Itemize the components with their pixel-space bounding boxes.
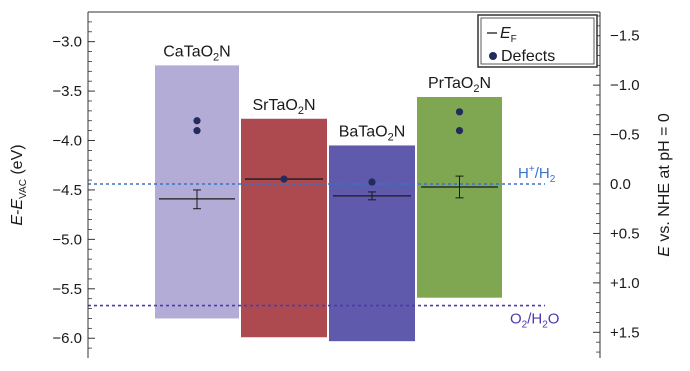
reference-lines-group: H+/H2 O2/H2O [88,164,559,331]
right-axis-label: E vs. NHE at pH = 0 [656,113,673,257]
legend-fermi-label: EF [500,25,517,45]
defect-dot-catao-0 [193,117,201,125]
legend-defect-marker [489,52,497,60]
right-tick-label-2: −0.5 [610,127,640,144]
left-axis-label: E-EVAC (eV) [9,144,29,225]
right-tick-label-5: +1.0 [610,275,640,292]
defect-dot-prtao-1 [455,127,464,135]
right-tick-label-3: 0.0 [610,176,631,193]
right-tick-label-6: +1.5 [610,324,640,341]
band-label-srtao: SrTaO2N [252,97,315,117]
reference-label-0: H+/H2 [518,164,556,185]
band-srtao-rect [241,118,327,338]
marks-group: CaTaO2N SrTaO2N BaTaO2N PrTaO2N [159,43,498,210]
band-label-catao: CaTaO2N [163,43,230,63]
left-tick-label-1: −3.5 [52,83,82,100]
left-tick-label-3: −4.5 [52,182,82,199]
band-label-batao: BaTaO2N [339,123,406,143]
legend: EF Defects [477,14,598,68]
axes-group: −3.0 −3.5 −4.0 −4.5 −5.0 −5.5 −6.0 −1.5 −1.0 −0.5… [9,11,673,358]
legend-box-inner [480,17,595,65]
right-tick-label-1: −1.0 [610,77,640,94]
bands-group [155,65,502,342]
defect-dot-catao-1 [193,127,201,135]
left-tick-label-2: −4.0 [52,133,82,150]
left-tick-label-5: −5.5 [52,281,82,298]
left-tick-label-6: −6.0 [52,330,82,347]
reference-label-1: O2/H2O [510,311,559,331]
band-batao-rect [329,145,415,342]
defect-dot-batao-0 [368,178,376,186]
defect-dot-srtao-0 [280,175,288,183]
left-tick-label-4: −5.0 [52,231,82,248]
legend-defect-label: Defects [501,48,555,65]
left-tick-label-0: −3.0 [52,34,82,51]
right-tick-label-4: +0.5 [610,225,640,242]
defect-dot-prtao-0 [455,108,464,116]
right-tick-label-0: −1.5 [610,28,640,45]
legend-box-outer [477,14,598,68]
band-label-prtao: PrTaO2N [428,75,491,95]
